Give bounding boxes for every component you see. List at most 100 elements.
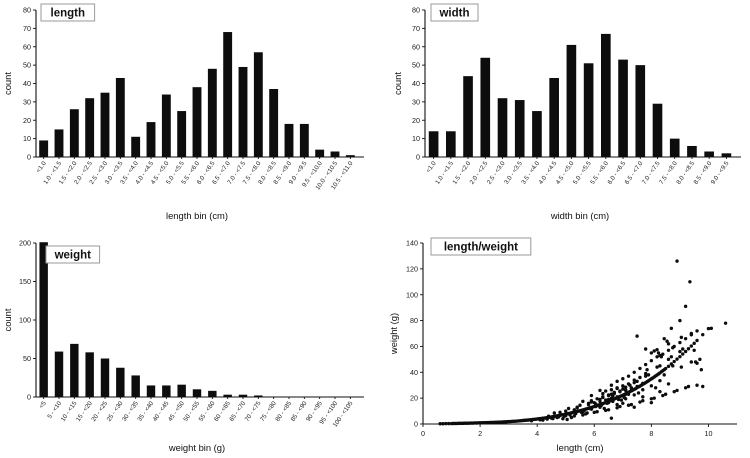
scatter-point xyxy=(678,318,682,323)
bar xyxy=(39,140,49,157)
x-tick-label: 10 xyxy=(704,429,712,438)
scatter-point xyxy=(649,400,654,405)
scatter-point xyxy=(646,373,651,377)
chart-title-text: length xyxy=(51,8,86,20)
y-tick-label: 80 xyxy=(412,6,420,15)
y-tick-label: 100 xyxy=(406,290,418,299)
bar xyxy=(69,109,79,157)
y-tick-label: 100 xyxy=(19,316,31,325)
scatter-points xyxy=(438,259,728,426)
bar xyxy=(269,89,279,157)
scatter-point xyxy=(621,401,625,406)
x-tick-label: 2 xyxy=(478,429,482,438)
scatter-point xyxy=(579,410,584,415)
scatter-point xyxy=(568,413,572,417)
bar xyxy=(254,395,263,397)
scatter-point xyxy=(671,364,675,368)
scatter-point xyxy=(585,411,589,415)
scatter-point xyxy=(652,349,656,353)
scatter-point xyxy=(582,408,586,413)
scatter-point xyxy=(569,415,574,420)
scatter-point xyxy=(658,364,662,368)
scatter-point xyxy=(621,387,625,391)
y-tick-label: 0 xyxy=(27,393,31,402)
scatter-point xyxy=(626,403,631,407)
scatter-point xyxy=(606,397,611,402)
bar xyxy=(70,343,79,397)
scatter-point xyxy=(669,355,674,359)
scatter-point xyxy=(605,401,609,406)
bar xyxy=(284,123,294,157)
scatter-point xyxy=(688,280,692,284)
y-tick-label: 60 xyxy=(23,42,31,51)
bar xyxy=(669,138,680,158)
scatter-point xyxy=(615,386,619,390)
scatter-point xyxy=(663,366,668,371)
scatter-point xyxy=(618,404,622,409)
scatter-point xyxy=(629,402,634,407)
chart-title-box xyxy=(45,245,101,264)
scatter-point xyxy=(683,386,688,390)
bar xyxy=(223,32,233,157)
bar xyxy=(100,358,110,397)
scatter-point xyxy=(681,352,685,356)
y-tick-label: 120 xyxy=(406,264,418,273)
scatter-point xyxy=(636,391,641,395)
scatter-point xyxy=(545,417,549,421)
x-axis-title: length (cm) xyxy=(557,442,604,453)
panel-length-histogram: 0 10 20 30 40 50 60 70 80 count <1.0 1.0 - <1.5 1.5 … xyxy=(0,0,375,229)
scatter-point xyxy=(641,388,645,392)
bar xyxy=(583,63,594,157)
scatter-point xyxy=(546,414,551,418)
y-tick-label: 80 xyxy=(23,6,31,15)
scatter-point xyxy=(444,421,448,426)
y-tick-label: 70 xyxy=(23,24,31,33)
panel-width-histogram: 0 10 20 30 40 50 60 70 80 count <1.0 1.0 - <1.5 1.5 … xyxy=(375,0,750,229)
scatter-point xyxy=(709,326,714,331)
scatter-point xyxy=(666,342,671,346)
scatter-point xyxy=(595,397,599,401)
scatter-point xyxy=(588,406,592,411)
bar xyxy=(514,100,525,157)
chart-title-chip: width xyxy=(430,3,479,22)
bar xyxy=(446,131,456,157)
scatter-point xyxy=(575,406,579,410)
bar xyxy=(253,52,263,158)
scatter-point xyxy=(632,405,636,409)
y-tick-label: 30 xyxy=(412,97,420,106)
scatter-point xyxy=(529,419,534,423)
bar xyxy=(115,77,125,157)
panel-weight-histogram: 0 50 100 150 200 count <5 5 - <10 10 - <15 15 - <… xyxy=(0,229,375,458)
y-axis-title: count xyxy=(2,308,13,331)
y-tick-label: 20 xyxy=(23,116,31,125)
scatter-point xyxy=(659,355,664,359)
scatter-point xyxy=(695,361,699,365)
scatter-point xyxy=(701,384,705,389)
scatter-point xyxy=(623,388,628,392)
scatter-point xyxy=(635,384,639,389)
scatter-point xyxy=(632,380,636,385)
x-tick-label: 8 xyxy=(649,429,653,438)
x-axis-title: length bin (cm) xyxy=(166,210,228,221)
scatter-point xyxy=(594,404,598,409)
chart-title-text: length/weight xyxy=(444,242,518,254)
y-tick-label: 40 xyxy=(412,79,420,88)
scatter-point xyxy=(653,386,658,390)
scatter-point xyxy=(641,395,645,399)
scatter-point xyxy=(609,416,614,420)
scatter-point xyxy=(592,410,596,415)
scatter-point xyxy=(441,422,445,426)
scatter-point xyxy=(686,347,691,351)
scatter-point xyxy=(643,362,648,367)
scatter-point xyxy=(641,399,645,403)
bar xyxy=(315,149,325,157)
scatter-point xyxy=(612,391,616,396)
bar xyxy=(146,122,156,157)
bar xyxy=(652,103,663,157)
scatter-point xyxy=(701,332,705,337)
length-weight-scatter-chart: 0 20 40 60 80 100 120 140 0 2 4 6 8 10 weight (g) lengt… xyxy=(388,237,737,453)
scatter-point xyxy=(663,392,668,396)
scatter-point xyxy=(641,381,645,385)
scatter-point xyxy=(678,349,682,354)
